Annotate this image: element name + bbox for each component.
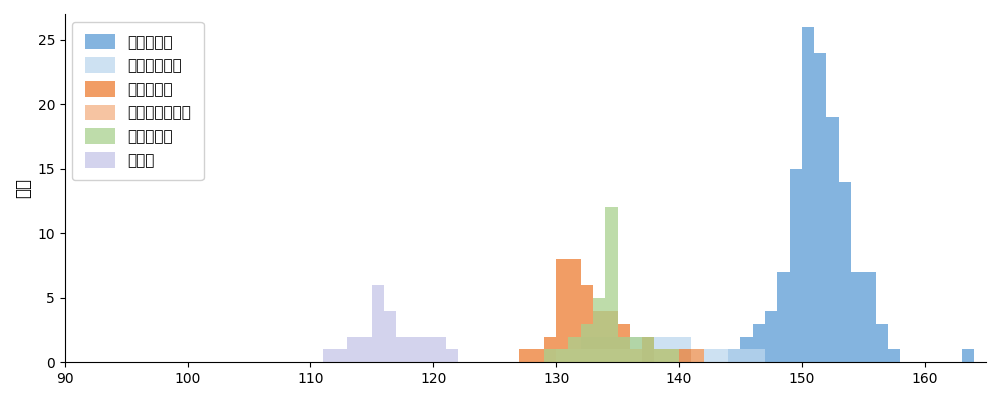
Bar bbox=[581, 336, 593, 362]
Bar bbox=[360, 336, 372, 362]
Bar bbox=[593, 336, 605, 362]
Bar bbox=[605, 208, 618, 362]
Bar bbox=[581, 285, 593, 362]
Bar bbox=[691, 350, 704, 362]
Bar bbox=[605, 336, 618, 362]
Bar bbox=[765, 311, 777, 362]
Bar bbox=[691, 350, 704, 362]
Bar bbox=[642, 336, 654, 362]
Bar bbox=[593, 311, 605, 362]
Bar bbox=[642, 336, 654, 362]
Bar bbox=[654, 350, 667, 362]
Bar bbox=[704, 350, 716, 362]
Bar bbox=[605, 350, 618, 362]
Bar bbox=[888, 350, 900, 362]
Bar bbox=[323, 350, 335, 362]
Bar bbox=[740, 336, 753, 362]
Bar bbox=[728, 350, 740, 362]
Bar bbox=[519, 350, 532, 362]
Bar bbox=[581, 350, 593, 362]
Bar bbox=[568, 259, 581, 362]
Bar bbox=[544, 350, 556, 362]
Bar bbox=[556, 350, 568, 362]
Bar bbox=[630, 336, 642, 362]
Bar bbox=[654, 350, 667, 362]
Bar bbox=[826, 117, 839, 362]
Bar bbox=[446, 350, 458, 362]
Bar bbox=[581, 324, 593, 362]
Bar bbox=[593, 350, 605, 362]
Bar bbox=[876, 324, 888, 362]
Bar bbox=[728, 350, 740, 362]
Bar bbox=[777, 272, 790, 362]
Bar bbox=[568, 350, 581, 362]
Bar bbox=[372, 285, 384, 362]
Bar bbox=[753, 324, 765, 362]
Bar bbox=[568, 336, 581, 362]
Bar bbox=[851, 272, 863, 362]
Bar bbox=[654, 350, 667, 362]
Bar bbox=[618, 350, 630, 362]
Bar bbox=[568, 350, 581, 362]
Bar bbox=[630, 336, 642, 362]
Bar bbox=[679, 350, 691, 362]
Y-axis label: 球数: 球数 bbox=[14, 178, 32, 198]
Bar bbox=[556, 350, 568, 362]
Bar bbox=[863, 272, 876, 362]
Bar bbox=[618, 336, 630, 362]
Bar bbox=[691, 350, 704, 362]
Bar bbox=[790, 169, 802, 362]
Bar bbox=[433, 336, 446, 362]
Bar bbox=[802, 27, 814, 362]
Bar bbox=[532, 350, 544, 362]
Bar bbox=[384, 311, 396, 362]
Bar bbox=[642, 336, 654, 362]
Bar bbox=[544, 336, 556, 362]
Bar bbox=[839, 182, 851, 362]
Bar bbox=[556, 350, 568, 362]
Bar bbox=[347, 336, 360, 362]
Bar bbox=[716, 350, 728, 362]
Legend: ストレート, カットボール, スプリット, チェンジアップ, スライダー, カーブ: ストレート, カットボール, スプリット, チェンジアップ, スライダー, カー… bbox=[72, 22, 204, 180]
Bar bbox=[409, 336, 421, 362]
Bar bbox=[814, 53, 826, 362]
Bar bbox=[593, 298, 605, 362]
Bar bbox=[654, 336, 667, 362]
Bar bbox=[679, 336, 691, 362]
Bar bbox=[667, 336, 679, 362]
Bar bbox=[630, 350, 642, 362]
Bar bbox=[618, 336, 630, 362]
Bar bbox=[335, 350, 347, 362]
Bar bbox=[630, 350, 642, 362]
Bar bbox=[740, 350, 753, 362]
Bar bbox=[667, 350, 679, 362]
Bar bbox=[396, 336, 409, 362]
Bar bbox=[667, 350, 679, 362]
Bar bbox=[421, 336, 433, 362]
Bar bbox=[605, 311, 618, 362]
Bar bbox=[556, 259, 568, 362]
Bar bbox=[753, 350, 765, 362]
Bar bbox=[667, 350, 679, 362]
Bar bbox=[618, 324, 630, 362]
Bar bbox=[962, 350, 974, 362]
